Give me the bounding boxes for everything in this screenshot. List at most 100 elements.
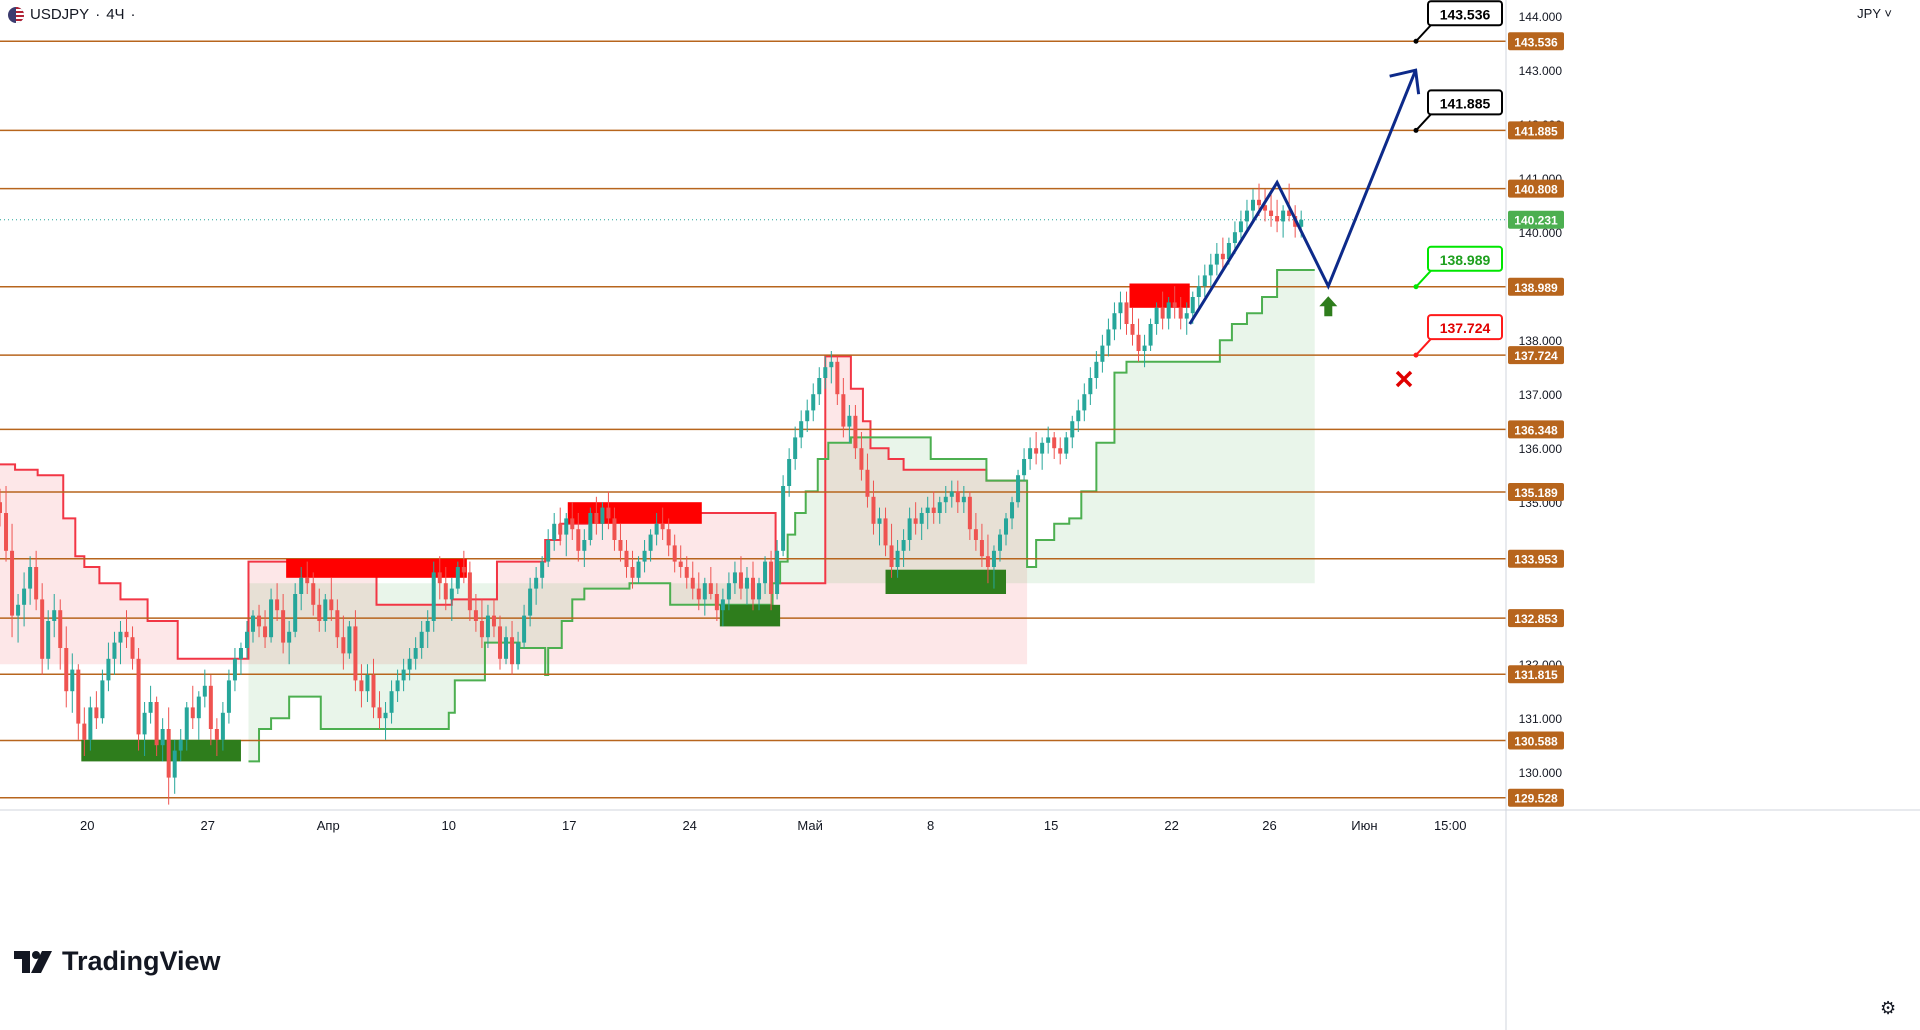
candle-body — [329, 599, 334, 611]
candle-body — [70, 669, 75, 692]
candle-body — [540, 561, 545, 578]
candle-body — [528, 588, 533, 616]
candle-body — [1106, 329, 1111, 346]
candle-body — [178, 739, 183, 751]
level-price-tag — [1508, 549, 1564, 568]
support-step-line — [248, 269, 1315, 763]
candle-body — [1004, 518, 1009, 535]
candle-body — [1016, 475, 1021, 503]
candle-body — [744, 577, 749, 589]
candle-body — [40, 599, 45, 659]
callout-anchor — [1413, 352, 1419, 358]
callout-box — [1427, 0, 1503, 27]
candle-body — [124, 631, 129, 638]
us-flag-icon — [8, 6, 24, 23]
candle-body — [148, 702, 153, 713]
candle-body — [973, 529, 978, 540]
candle-body — [341, 637, 346, 654]
candle-body — [305, 577, 310, 584]
candle-body — [467, 572, 472, 611]
candle-body — [817, 378, 822, 395]
bullish-cloud-fill — [248, 270, 1315, 762]
candle-body — [901, 540, 906, 551]
candle-body — [570, 518, 575, 530]
candle-body — [491, 615, 496, 627]
candle-body — [76, 669, 81, 724]
candle-body — [1022, 459, 1027, 476]
candle-body — [564, 518, 569, 535]
time-tick-label: Апр — [317, 818, 340, 833]
candle-body — [504, 637, 509, 659]
level-price-label: 141.885 — [1514, 124, 1558, 138]
candle-body — [967, 496, 972, 530]
candle-body — [263, 626, 268, 638]
level-price-tag — [1508, 609, 1564, 628]
candle-body — [1124, 302, 1129, 324]
candle-body — [142, 712, 147, 735]
candle-body — [757, 583, 762, 600]
interval-label: 4Ч — [106, 6, 125, 23]
candle-body — [793, 437, 798, 459]
candle-body — [1034, 448, 1039, 454]
candle-body — [829, 361, 834, 368]
candle-body — [106, 658, 111, 681]
candle-body — [58, 610, 63, 648]
candle-body — [546, 540, 551, 562]
candle-body — [979, 540, 984, 557]
candle-body — [648, 534, 653, 551]
candle-body — [1220, 253, 1225, 260]
candle-body — [1190, 297, 1195, 314]
gear-icon[interactable]: ⚙ — [1880, 998, 1897, 1018]
candle-body — [696, 588, 701, 600]
level-price-tag — [1508, 121, 1564, 140]
time-tick-label: Июн — [1351, 818, 1377, 833]
supply-zone — [1129, 283, 1190, 308]
candle-body — [775, 550, 780, 594]
candle-body — [582, 540, 587, 551]
candle-body — [347, 626, 352, 654]
candle-body — [943, 496, 948, 503]
candle-body — [1287, 210, 1292, 216]
candle-body — [497, 626, 502, 659]
candle-body — [401, 669, 406, 681]
candle-body — [1058, 448, 1063, 454]
candle-body — [510, 637, 515, 665]
candle-body — [293, 594, 298, 632]
time-tick-label: 24 — [682, 818, 696, 833]
candle-body — [184, 707, 189, 740]
candle-body — [985, 556, 990, 567]
candle-body — [1196, 286, 1201, 297]
currency-menu[interactable]: JPY ˅ — [1857, 6, 1892, 21]
candle-body — [997, 534, 1002, 551]
candle-body — [1046, 437, 1051, 443]
candle-body — [726, 583, 731, 600]
tradingview-logo-icon — [14, 950, 52, 973]
candle-body — [708, 583, 713, 594]
candle-body — [1208, 264, 1213, 276]
candle-body — [1082, 394, 1087, 411]
time-tick-label: 22 — [1164, 818, 1178, 833]
symbol-header[interactable]: USDJPY · 4Ч · — [8, 6, 136, 23]
price-tick-label: 136.000 — [1519, 442, 1563, 456]
candle-body — [1100, 345, 1105, 362]
candle-body — [859, 448, 864, 470]
candle-body — [1250, 199, 1255, 211]
candle-body — [1136, 334, 1141, 351]
candle-body — [1064, 437, 1069, 454]
up-arrow-icon — [1319, 296, 1338, 317]
candle-body — [811, 394, 816, 411]
candle-body — [955, 491, 960, 503]
candle-body — [1281, 210, 1286, 222]
level-price-tag — [1508, 179, 1564, 198]
level-price-label: 129.528 — [1514, 792, 1558, 806]
price-tick-label: 137.000 — [1519, 388, 1563, 402]
level-price-tag — [1508, 482, 1564, 501]
candle-body — [251, 615, 256, 632]
candle-body — [949, 491, 954, 497]
tradingview-logo: TradingView — [14, 946, 221, 977]
candle-body — [1154, 307, 1159, 324]
level-price-tag — [1508, 32, 1564, 51]
level-price-tag — [1508, 346, 1564, 365]
candle-body — [244, 631, 249, 648]
